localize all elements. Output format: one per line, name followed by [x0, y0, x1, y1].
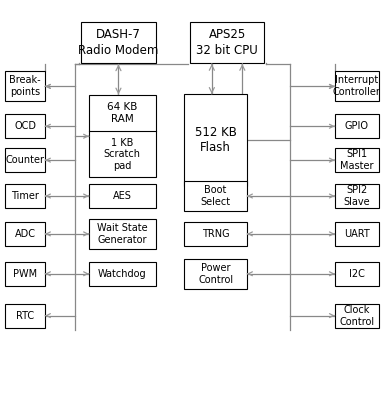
Text: TRNG: TRNG: [202, 229, 229, 239]
Bar: [184, 94, 247, 186]
Bar: [335, 262, 378, 286]
Bar: [89, 219, 156, 249]
Text: Timer: Timer: [11, 191, 39, 201]
Text: APS25
32 bit CPU: APS25 32 bit CPU: [196, 28, 258, 57]
Bar: [184, 181, 247, 211]
Text: SPI2
Slave: SPI2 Slave: [343, 185, 370, 207]
Text: Boot
Select: Boot Select: [200, 185, 231, 207]
Text: SPI1
Master: SPI1 Master: [340, 149, 373, 171]
Bar: [5, 114, 45, 138]
Bar: [89, 262, 156, 286]
Bar: [184, 259, 247, 289]
Text: OCD: OCD: [14, 121, 36, 131]
Text: 64 KB
RAM: 64 KB RAM: [107, 102, 137, 124]
Text: GPIO: GPIO: [345, 121, 369, 131]
Bar: [335, 114, 378, 138]
Bar: [5, 262, 45, 286]
Bar: [335, 222, 378, 246]
Text: AES: AES: [113, 191, 132, 201]
Text: PWM: PWM: [13, 269, 37, 279]
Text: I2C: I2C: [349, 269, 365, 279]
Bar: [184, 222, 247, 246]
Text: Interrupt
Controller: Interrupt Controller: [333, 75, 381, 97]
Text: Wait State
Generator: Wait State Generator: [97, 223, 147, 245]
Bar: [335, 72, 378, 101]
Text: 512 KB
Flash: 512 KB Flash: [195, 126, 236, 154]
Text: 1 KB
Scratch
pad: 1 KB Scratch pad: [104, 138, 141, 171]
Bar: [335, 304, 378, 328]
Bar: [89, 184, 156, 208]
Bar: [5, 72, 45, 101]
Text: Break-
points: Break- points: [9, 75, 41, 97]
Text: Watchdog: Watchdog: [98, 269, 147, 279]
Bar: [335, 184, 378, 208]
Bar: [5, 222, 45, 246]
Text: Counter: Counter: [5, 155, 45, 165]
Bar: [81, 22, 156, 64]
Text: Power
Control: Power Control: [198, 263, 233, 285]
Text: Clock
Control: Clock Control: [339, 304, 374, 326]
Bar: [335, 148, 378, 172]
Text: DASH-7
Radio Modem: DASH-7 Radio Modem: [78, 28, 159, 57]
Bar: [5, 184, 45, 208]
Text: UART: UART: [344, 229, 370, 239]
Bar: [89, 95, 156, 177]
Bar: [5, 304, 45, 328]
Text: ADC: ADC: [15, 229, 36, 239]
Text: RTC: RTC: [16, 310, 34, 320]
Bar: [5, 148, 45, 172]
Bar: [190, 22, 264, 64]
